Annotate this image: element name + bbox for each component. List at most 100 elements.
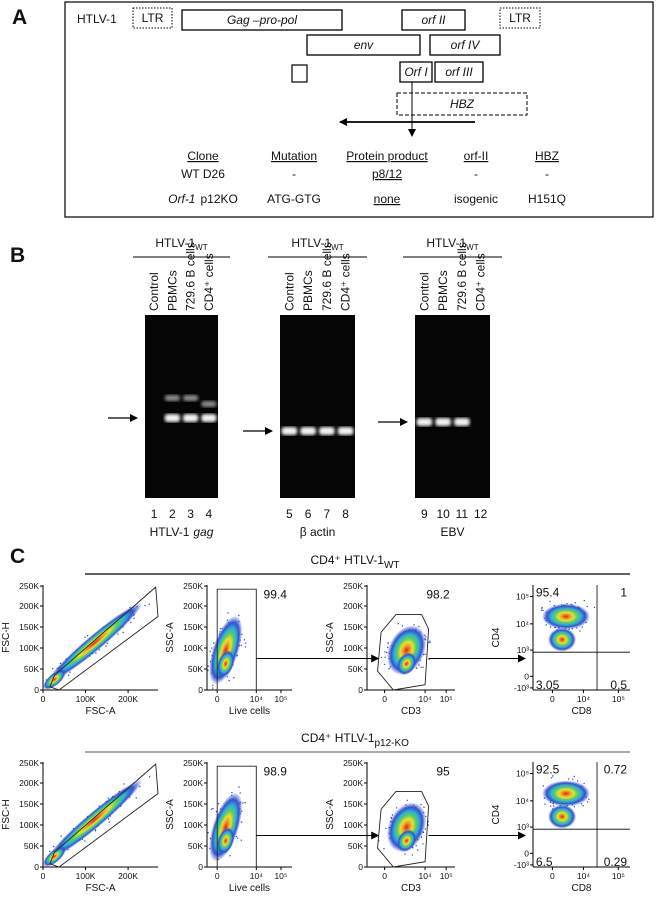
y-tick-label: 0 (358, 685, 363, 695)
lane-label: Control (282, 272, 296, 311)
table-cell: - (474, 167, 478, 181)
event-dot (413, 624, 415, 626)
y-tick-label: 0 (34, 685, 39, 695)
panel-label: C (10, 545, 25, 568)
event-dot (84, 840, 86, 842)
event-dot (420, 666, 422, 668)
y-tick-label: -10³ (514, 683, 529, 693)
y-tick-label: 10⁵ (516, 592, 529, 602)
event-dot (583, 599, 585, 602)
gel-band (201, 401, 217, 407)
event-dot (588, 798, 590, 800)
table-header: Clone (187, 149, 219, 163)
x-tick-label: 10⁵ (274, 871, 287, 881)
event-dot (238, 614, 240, 617)
x-tick-label: 100K (76, 694, 96, 704)
event-dot (383, 848, 385, 850)
gate-value: 0.5 (610, 678, 627, 692)
y-tick-label: 50K (188, 841, 203, 851)
y-tick-label: 10³ (517, 822, 529, 832)
x-axis-label: CD8 (571, 883, 591, 894)
panel-label: A (12, 6, 27, 29)
gene-label: orf IV (451, 38, 481, 52)
x-tick-label: 10⁴ (419, 871, 432, 881)
x-tick-label: 0 (215, 871, 220, 881)
density (541, 780, 590, 807)
event-dot (240, 839, 242, 841)
y-tick-label: 250K (343, 758, 363, 768)
event-dot (385, 827, 387, 830)
x-tick-label: 100K (76, 871, 96, 881)
x-axis-label: Live cells (229, 706, 270, 717)
event-dot (207, 665, 209, 667)
event-dot (549, 626, 552, 628)
table-cell: - (292, 167, 296, 181)
event-dot (217, 803, 220, 805)
event-dot (144, 604, 146, 607)
density (216, 650, 235, 678)
gel-name-part: EBV (440, 525, 464, 539)
event-dot (240, 821, 243, 823)
lane-number: 2 (169, 507, 176, 521)
gel-band (300, 427, 316, 435)
y-tick-label: 150K (183, 799, 203, 809)
x-tick-label: 10⁵ (274, 694, 287, 704)
y-tick-label: 100K (183, 820, 203, 830)
density (46, 779, 143, 861)
row-title-sub: p12-KO (375, 738, 410, 749)
y-tick-label: 150K (19, 622, 39, 632)
event-dot (86, 635, 89, 637)
event-dot (68, 674, 70, 676)
lane-number: 10 (436, 507, 450, 521)
y-axis-label: SSC-A (325, 799, 336, 830)
event-dot (49, 850, 51, 853)
y-tick-label: 250K (19, 758, 39, 768)
y-tick-label: 0 (524, 671, 529, 681)
event-dot (552, 775, 554, 777)
density (209, 615, 243, 685)
y-tick-label: -10³ (514, 860, 529, 870)
event-dot (544, 803, 546, 805)
gene-box (401, 9, 466, 31)
y-tick-label: 200K (183, 601, 203, 611)
y-tick-label: 250K (19, 581, 39, 591)
event-dot (418, 664, 420, 666)
event-dot (568, 778, 570, 780)
y-tick-label: 50K (348, 841, 363, 851)
event-dot (243, 639, 246, 641)
x-axis-label: FSC-A (86, 706, 116, 717)
event-dot (411, 854, 413, 856)
event-dot (212, 807, 214, 810)
y-axis-label: SSC-A (165, 799, 176, 830)
gate (377, 613, 430, 691)
event-dot (423, 806, 425, 808)
lane-label: Control (417, 272, 431, 311)
event-dot (406, 799, 408, 801)
density (396, 829, 417, 853)
x-tick-label: 10⁴ (250, 871, 263, 881)
density (216, 827, 235, 855)
x-tick-label: 0 (41, 694, 46, 704)
x-tick-label: 10⁵ (440, 694, 453, 704)
gate-value: 95 (436, 765, 450, 779)
gel-band (319, 427, 335, 435)
table-header: HBZ (535, 149, 559, 163)
gene-label: Gag –pro-pol (227, 13, 297, 27)
gel-name: HTLV-1 gag (150, 525, 214, 539)
lane-number: 1 (151, 507, 158, 521)
gel-name: EBV (440, 525, 464, 539)
table-header: Mutation (271, 149, 317, 163)
event-dot (238, 786, 240, 788)
y-tick-label: 100K (19, 820, 39, 830)
gel-band (164, 395, 181, 401)
gate-value: 95.4 (536, 585, 560, 599)
gel-band (416, 418, 433, 426)
y-tick-label: 250K (183, 758, 203, 768)
x-tick-label: 10⁴ (577, 871, 590, 881)
y-tick-label: 250K (343, 581, 363, 591)
gel-name-part: gag (193, 525, 213, 539)
gel (415, 315, 490, 498)
density (43, 669, 66, 690)
event-dot (388, 668, 390, 670)
